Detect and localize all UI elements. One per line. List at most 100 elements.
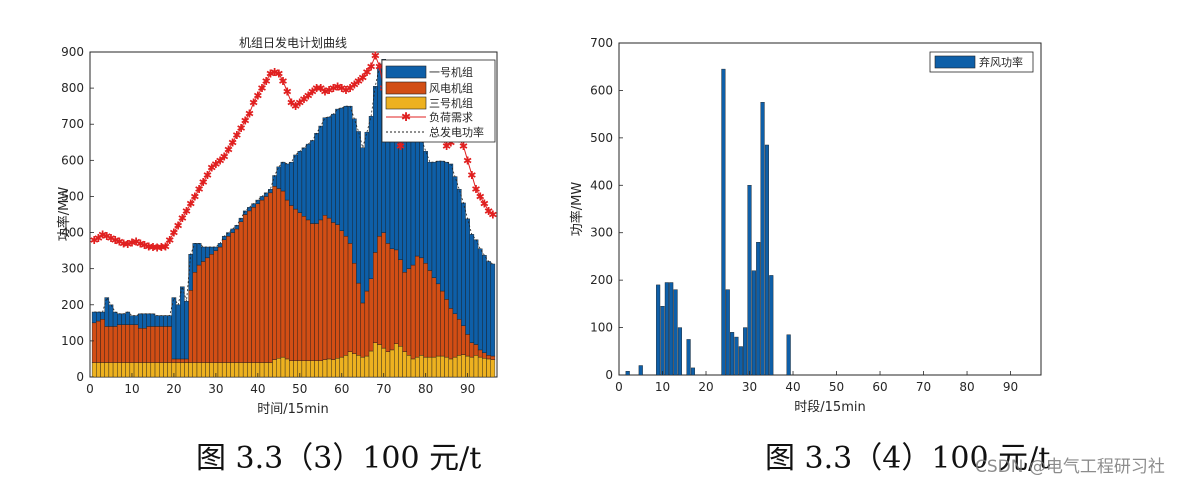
bar-unit1	[188, 254, 193, 291]
bar-curtailment	[725, 289, 730, 376]
marker-load: ✱	[480, 198, 489, 211]
bar-unit1	[255, 199, 261, 204]
bar-curtailment	[664, 282, 669, 376]
bar-unit3	[360, 356, 366, 378]
marker-load: ✱	[367, 60, 376, 73]
bar-unit1	[205, 246, 210, 259]
bar-unit3	[163, 362, 168, 378]
y-tick-label-right: 100	[590, 321, 613, 335]
bar-unit3	[461, 354, 466, 378]
bar-unit3	[318, 360, 324, 378]
marker-load: ✱	[232, 129, 241, 142]
legend-marker-load: ✱	[401, 110, 411, 124]
bar-unit3	[377, 344, 382, 378]
bar-unit3	[331, 359, 336, 378]
bar-wind	[280, 190, 286, 358]
marker-load: ✱	[295, 97, 304, 110]
bar-wind	[419, 257, 424, 356]
bar-curtailment	[747, 185, 752, 376]
bar-unit1	[234, 225, 240, 230]
marker-load: ✱	[266, 68, 275, 81]
bar-curtailment	[638, 365, 643, 376]
bar-unit1	[406, 127, 412, 269]
bar-unit3	[167, 362, 173, 378]
x-tick-label-left: 90	[460, 382, 475, 396]
bar-wind	[314, 223, 319, 361]
y-tick-label-right: 200	[590, 273, 613, 287]
bar-curtailment	[656, 284, 661, 376]
bar-unit1	[297, 151, 303, 213]
bar-wind	[200, 261, 206, 363]
bar-unit3	[133, 362, 139, 378]
bar-wind	[180, 358, 185, 363]
bar-wind	[276, 188, 282, 359]
bar-unit1	[247, 207, 252, 212]
bar-unit1	[435, 160, 441, 285]
marker-load: ✱	[287, 97, 296, 110]
marker-load: ✱	[459, 140, 468, 153]
marker-load: ✱	[442, 140, 451, 153]
bar-curtailment	[669, 282, 674, 376]
marker-load: ✱	[291, 100, 300, 113]
marker-load: ✱	[346, 82, 355, 95]
bar-wind	[452, 313, 458, 358]
bar-unit3	[276, 358, 282, 378]
bar-unit1	[138, 313, 143, 329]
bar-wind	[343, 235, 349, 356]
bar-unit3	[242, 362, 248, 378]
bar-unit3	[192, 362, 198, 378]
bar-wind	[108, 326, 114, 363]
bar-unit3	[226, 362, 231, 378]
chart-unit-schedule: ✱✱✱✱✱✱✱✱✱✱✱✱✱✱✱✱✱✱✱✱✱✱✱✱✱✱✱✱✱✱✱✱✱✱✱✱✱✱✱✱…	[56, 35, 498, 417]
bar-unit1	[91, 311, 97, 324]
x-tick-label-right: 30	[742, 380, 757, 394]
bar-unit3	[209, 362, 214, 378]
bar-wind	[398, 259, 403, 347]
y-axis-label-left: 功率/MW	[56, 187, 72, 242]
bar-unit3	[301, 360, 307, 378]
marker-load: ✱	[111, 234, 120, 247]
y-tick-label-left: 300	[61, 262, 84, 276]
bar-unit1	[167, 315, 173, 327]
bar-unit3	[322, 359, 328, 378]
bar-unit3	[431, 356, 437, 378]
bar-wind	[205, 257, 210, 363]
bar-unit1	[108, 304, 114, 327]
marker-load: ✱	[228, 136, 237, 149]
bar-wind	[297, 212, 303, 361]
bar-unit3	[356, 355, 361, 378]
bar-unit1	[263, 192, 269, 197]
bar-unit1	[305, 143, 311, 221]
bar-unit1	[486, 261, 491, 356]
bar-unit1	[364, 131, 370, 292]
bar-unit1	[373, 86, 378, 253]
bar-unit3	[259, 362, 265, 378]
bar-unit1	[121, 313, 126, 325]
bar-unit1	[461, 202, 466, 326]
bar-wind	[356, 282, 361, 356]
marker-load: ✱	[358, 71, 367, 84]
marker-load: ✱	[283, 86, 292, 99]
marker-load: ✱	[127, 237, 136, 250]
bar-unit1	[452, 176, 458, 315]
bar-wind	[251, 207, 256, 363]
x-tick-label-right: 10	[655, 380, 670, 394]
y-tick-label-right: 400	[590, 178, 613, 192]
bar-unit3	[121, 362, 126, 378]
bar-wind	[234, 228, 240, 363]
bar-wind	[301, 216, 307, 361]
y-axis-label-right: 功率/MW	[569, 182, 585, 237]
marker-load: ✱	[186, 198, 195, 211]
legend-label-total: 总发电功率	[429, 125, 484, 139]
bar-wind	[360, 302, 366, 358]
bar-unit1	[339, 107, 345, 231]
bar-wind	[150, 326, 156, 363]
line-total-generation	[94, 58, 494, 316]
marker-load: ✱	[215, 154, 224, 167]
bar-unit3	[138, 362, 143, 378]
bar-unit1	[465, 218, 470, 335]
bar-wind	[129, 324, 135, 363]
marker-load: ✱	[182, 205, 191, 218]
marker-load: ✱	[257, 82, 266, 95]
bar-wind	[414, 255, 420, 358]
